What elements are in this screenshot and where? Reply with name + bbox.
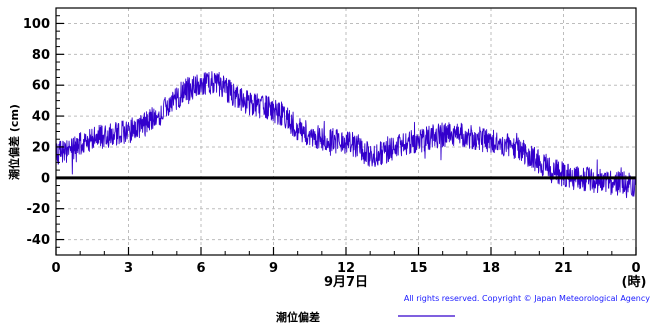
x-tick-label: 18 — [482, 261, 500, 276]
legend-label: 潮位偏差 — [276, 310, 320, 324]
y-tick-label: 60 — [32, 79, 50, 94]
y-axis-ticks: -40 -20 0 20 40 60 80 100 — [23, 7, 64, 256]
y-tick-label: 80 — [32, 48, 50, 63]
copyright-text: All rights reserved. Copyright © Japan M… — [404, 294, 650, 303]
x-axis-ticks: 0 3 6 9 12 15 18 21 0 — [51, 247, 641, 276]
x-date-label: 9月7日 — [324, 275, 368, 290]
legend: 潮位偏差 — [276, 310, 455, 324]
y-tick-label: -20 — [27, 202, 51, 217]
x-tick-label: 15 — [409, 261, 427, 276]
x-tick-label: 21 — [554, 261, 572, 276]
x-tick-label: 0 — [631, 261, 640, 276]
series-layer — [55, 71, 637, 199]
x-tick-label: 9 — [269, 261, 278, 276]
y-tick-label: -40 — [27, 233, 51, 248]
tide-deviation-line — [55, 71, 637, 199]
x-tick-label: 0 — [51, 261, 60, 276]
x-tick-label: 12 — [337, 261, 355, 276]
y-tick-label: 40 — [32, 110, 50, 125]
x-unit-label: (時) — [622, 274, 647, 290]
y-axis-title: 潮位偏差 (cm) — [7, 104, 21, 180]
x-tick-label: 3 — [124, 261, 133, 276]
y-tick-label: 100 — [23, 17, 50, 32]
x-tick-label: 6 — [196, 261, 205, 276]
y-tick-label: 20 — [32, 140, 50, 155]
y-tick-label: 0 — [41, 171, 50, 186]
